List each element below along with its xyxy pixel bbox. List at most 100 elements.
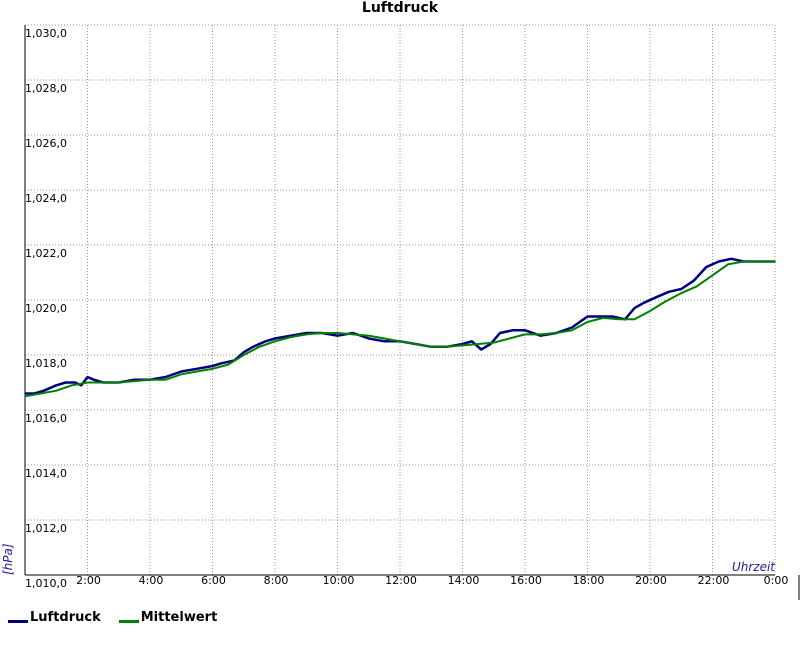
data-point-mittelwert xyxy=(368,334,370,337)
data-point-mittelwert xyxy=(399,340,401,343)
x-tick-label: 14:00 xyxy=(448,574,480,587)
legend-label-luftdruck: Luftdruck xyxy=(30,609,101,625)
data-point-mittelwert xyxy=(102,381,104,384)
data-point-mittelwert xyxy=(508,337,511,340)
data-point-mittelwert xyxy=(602,317,604,319)
data-point-mittelwert xyxy=(430,346,433,348)
data-point-luftdruck xyxy=(511,329,514,332)
legend-item-luftdruck: Luftdruck xyxy=(8,610,101,625)
data-point-luftdruck xyxy=(243,351,245,354)
data-point-mittelwert xyxy=(274,340,276,343)
x-tick-label: 6:00 xyxy=(201,574,226,587)
data-point-luftdruck xyxy=(718,260,720,263)
data-point-luftdruck xyxy=(43,389,45,392)
x-axis-label: Uhrzeit xyxy=(732,560,776,574)
data-point-mittelwert xyxy=(774,260,776,263)
y-tick-label: 1,026,0 xyxy=(25,137,67,150)
y-tick-label: 1,022,0 xyxy=(25,247,67,260)
data-point-luftdruck xyxy=(668,291,670,293)
data-point-mittelwert xyxy=(383,337,386,340)
data-point-mittelwert xyxy=(446,346,448,348)
data-point-luftdruck xyxy=(211,365,214,367)
data-point-mittelwert xyxy=(149,378,151,381)
y-tick-label: 1,010,0 xyxy=(25,577,67,590)
data-point-luftdruck xyxy=(274,337,276,340)
data-point-luftdruck xyxy=(599,315,601,318)
data-point-mittelwert xyxy=(649,310,651,312)
data-point-luftdruck xyxy=(55,384,58,387)
data-point-luftdruck xyxy=(680,288,683,290)
y-tick-label: 1,028,0 xyxy=(25,82,67,95)
data-point-luftdruck xyxy=(480,348,483,351)
data-point-luftdruck xyxy=(693,279,695,282)
data-point-mittelwert xyxy=(55,389,58,392)
x-tick-label: 16:00 xyxy=(510,574,542,587)
y-tick-label: 1,024,0 xyxy=(25,192,67,205)
data-point-mittelwert xyxy=(196,370,198,373)
x-tick-label: 12:00 xyxy=(385,574,417,587)
data-point-luftdruck xyxy=(64,381,67,384)
data-point-mittelwert xyxy=(211,368,214,370)
data-point-luftdruck xyxy=(571,326,573,329)
data-point-luftdruck xyxy=(86,376,89,378)
legend-label-mittelwert: Mittelwert xyxy=(140,609,218,625)
data-point-mittelwert xyxy=(664,300,667,303)
data-point-luftdruck xyxy=(655,296,658,299)
legend-swatch-luftdruck xyxy=(8,619,28,623)
y-tick-label: 1,016,0 xyxy=(25,412,67,425)
data-point-luftdruck xyxy=(80,384,83,387)
grid-layer xyxy=(25,24,776,575)
data-point-mittelwert xyxy=(493,341,495,344)
x-tick-label: 22:00 xyxy=(698,574,730,587)
data-point-mittelwert xyxy=(758,260,761,263)
data-point-mittelwert xyxy=(71,384,73,387)
label-layer: 1,010,0 1,012,0 1,014,0 1,016,0 1,018,0 1,020… xyxy=(1,27,788,590)
data-point-luftdruck xyxy=(730,258,733,260)
data-point-mittelwert xyxy=(352,333,354,336)
data-point-luftdruck xyxy=(705,266,708,268)
data-point-mittelwert xyxy=(618,318,620,321)
y-tick-label: 1,020,0 xyxy=(25,302,67,315)
data-point-luftdruck xyxy=(336,334,339,337)
data-point-mittelwert xyxy=(461,344,464,347)
data-point-mittelwert xyxy=(680,292,683,294)
data-point-luftdruck xyxy=(221,362,223,365)
data-point-mittelwert xyxy=(696,285,698,288)
data-point-mittelwert xyxy=(305,333,308,336)
data-point-mittelwert xyxy=(477,343,479,345)
data-point-mittelwert xyxy=(180,373,183,376)
data-point-mittelwert xyxy=(118,381,120,384)
y-tick-label: 1,018,0 xyxy=(25,357,67,370)
data-point-luftdruck xyxy=(524,329,526,332)
data-point-luftdruck xyxy=(471,340,473,343)
data-point-mittelwert xyxy=(289,336,292,338)
data-point-mittelwert xyxy=(539,333,542,336)
data-point-luftdruck xyxy=(499,332,501,334)
data-point-mittelwert xyxy=(133,380,136,382)
data-point-mittelwert xyxy=(633,318,636,321)
data-point-mittelwert xyxy=(227,363,229,366)
x-tick-label: 4:00 xyxy=(139,574,164,587)
chart-title: Luftdruck xyxy=(361,0,439,16)
axis-layer xyxy=(24,25,800,600)
data-point-luftdruck xyxy=(586,315,589,318)
data-point-mittelwert xyxy=(164,378,167,381)
data-point-luftdruck xyxy=(24,392,26,395)
data-point-mittelwert xyxy=(586,321,589,323)
data-point-luftdruck xyxy=(93,378,95,381)
data-point-luftdruck xyxy=(74,381,76,384)
data-point-mittelwert xyxy=(711,274,714,277)
y-tick-label: 1,012,0 xyxy=(25,522,67,535)
data-point-mittelwert xyxy=(524,333,526,336)
data-point-luftdruck xyxy=(164,376,167,378)
data-point-luftdruck xyxy=(368,337,370,340)
data-point-mittelwert xyxy=(743,260,745,263)
x-tick-label: 20:00 xyxy=(635,574,667,587)
data-point-luftdruck xyxy=(252,346,254,348)
y-tick-label: 1,014,0 xyxy=(25,467,67,480)
legend: Luftdruck Mittelwert xyxy=(8,609,235,625)
y-tick-label: 1,030,0 xyxy=(25,27,67,40)
data-point-luftdruck xyxy=(264,340,267,343)
data-point-luftdruck xyxy=(633,307,636,310)
legend-item-mittelwert: Mittelwert xyxy=(118,609,218,625)
